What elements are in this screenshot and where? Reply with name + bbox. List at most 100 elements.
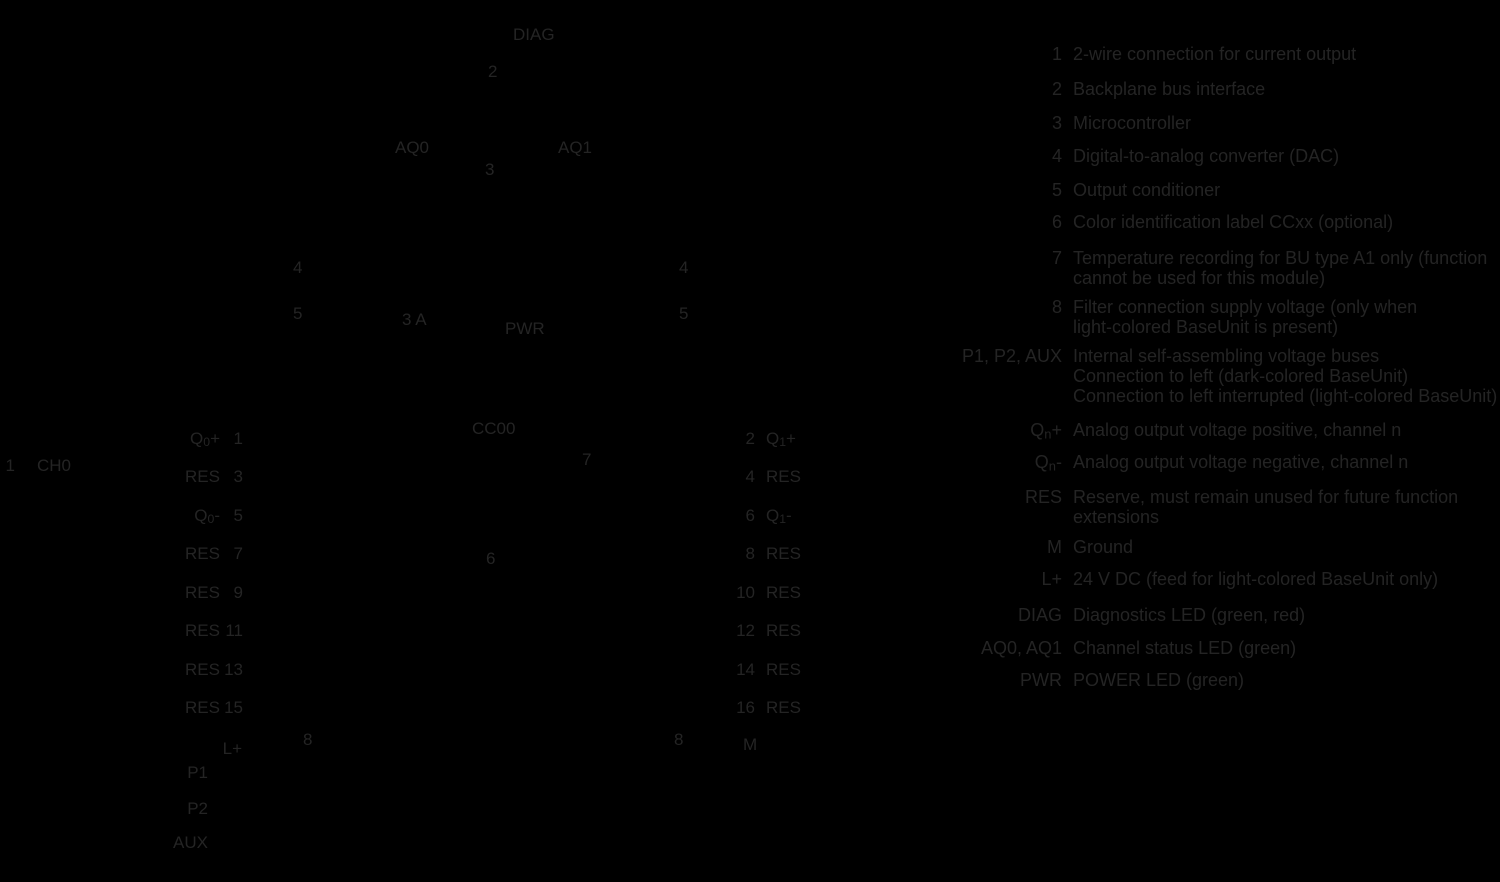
aq0-led-label: AQ0 <box>395 138 429 158</box>
diag-led-label: DIAG <box>513 25 555 45</box>
text-run: 8 <box>1051 297 1062 317</box>
legend-term-0: 1 <box>1052 44 1062 64</box>
text-run: RES <box>185 544 220 563</box>
pin-label-right-4: RES <box>766 467 801 487</box>
text-run: - <box>1056 452 1062 472</box>
text-run: + <box>1051 420 1062 440</box>
pin-label-right-12: RES <box>766 621 801 641</box>
text-run: 1 <box>233 429 243 448</box>
pin-label-right-2: Q1+ <box>766 429 796 449</box>
pin-label-left-15: RES <box>185 698 220 718</box>
text-run: 6 <box>745 506 755 525</box>
pin-label-left-13: RES <box>185 660 220 680</box>
legend-desc-13: 24 V DC (feed for light-colored BaseUnit… <box>1073 569 1439 589</box>
text-run: 7 <box>1051 248 1062 268</box>
legend-term-14: DIAG <box>1018 605 1062 625</box>
text-run: Q <box>766 429 780 448</box>
text-run: 2 <box>745 429 755 448</box>
legend-term-8: P1, P2, AUX <box>962 346 1062 366</box>
text-run: 14 <box>736 660 755 679</box>
legend-term-11: RES <box>1025 487 1062 507</box>
legend-term-1: 2 <box>1052 79 1062 99</box>
legend-term-9: Qn+ <box>1030 420 1062 440</box>
legend-term-10: Qn- <box>1035 452 1062 472</box>
legend-term-7: 8 <box>1052 297 1062 317</box>
text-run: 4 <box>1051 146 1062 166</box>
text-run: AQ1 <box>558 138 593 157</box>
legend-term-13: L+ <box>1041 569 1062 589</box>
subscript: 1 <box>779 512 787 527</box>
text-run: 13 <box>224 660 243 679</box>
callout-8-left: 8 <box>303 730 312 750</box>
fuse-rating-label: 3 A <box>402 310 427 330</box>
legend-desc-5: Color identification label CCxx (optiona… <box>1073 212 1394 232</box>
legend-desc-1: Backplane bus interface <box>1073 79 1266 99</box>
text-run: RES <box>766 544 801 563</box>
legend-desc-16: POWER LED (green) <box>1073 670 1245 690</box>
text-run: RES <box>185 583 220 602</box>
callout-3: 3 <box>485 160 494 180</box>
callout-4-left: 4 <box>293 258 302 278</box>
text-run: DIAG <box>1017 605 1062 625</box>
text-run: 3 <box>233 467 243 486</box>
text-run: 11 <box>225 621 243 640</box>
pin-number-right-6: 6 <box>746 506 755 526</box>
m-terminal-label: M <box>743 735 757 755</box>
text-run: RES <box>766 621 801 640</box>
text-run: P1, P2, AUX <box>961 346 1062 366</box>
text-run: L+ <box>222 739 242 758</box>
legend-desc-7: Filter connection supply voltage (only w… <box>1073 297 1418 337</box>
text-run: 3 <box>1051 113 1062 133</box>
text-run: 5 <box>293 304 303 323</box>
text-run: M <box>743 735 758 754</box>
text-run: Q <box>1030 420 1045 440</box>
cc00-label: CC00 <box>472 419 515 439</box>
legend-term-16: PWR <box>1020 670 1062 690</box>
pin-label-right-8: RES <box>766 544 801 564</box>
pin-number-left-7: 7 <box>234 544 243 564</box>
callout-2: 2 <box>488 62 497 82</box>
text-run: 2 <box>488 62 498 81</box>
legend-term-15: AQ0, AQ1 <box>981 638 1062 658</box>
pin-number-left-11: 11 <box>225 621 243 641</box>
text-run: RES <box>1024 487 1062 507</box>
pin-label-left-5: Q0- <box>194 506 220 526</box>
pin-label-left-7: RES <box>185 544 220 564</box>
legend-desc-0: 2-wire connection for current output <box>1073 44 1357 64</box>
pin-number-left-1: 1 <box>234 429 243 449</box>
text-run: 5 <box>1051 180 1062 200</box>
legend-desc-11: Reserve, must remain unused for future f… <box>1073 487 1459 527</box>
p1-bus-label: P1 <box>187 763 208 783</box>
text-run: 9 <box>233 583 243 602</box>
text-run: AQ0, AQ1 <box>980 638 1062 658</box>
text-run: 10 <box>736 583 755 602</box>
pin-label-left-11: RES <box>185 621 220 641</box>
aux-bus-label: AUX <box>173 833 208 853</box>
text-run: 5 <box>679 304 689 323</box>
pin-label-left-9: RES <box>185 583 220 603</box>
text-run: Q <box>1034 452 1049 472</box>
text-run: 8 <box>303 730 313 749</box>
legend-desc-6: Temperature recording for BU type A1 onl… <box>1073 248 1488 288</box>
text-run: 8 <box>674 730 684 749</box>
legend-desc-2: Microcontroller <box>1073 113 1192 133</box>
legend-term-6: 7 <box>1052 248 1062 268</box>
text-run: DIAG <box>513 25 555 44</box>
text-run: 4 <box>293 258 303 277</box>
text-run: 3 <box>485 160 495 179</box>
text-run: Q <box>766 506 780 525</box>
pin-number-right-2: 2 <box>746 429 755 449</box>
pin-number-right-4: 4 <box>746 467 755 487</box>
text-run: RES <box>185 698 220 717</box>
legend-desc-10: Analog output voltage negative, channel … <box>1073 452 1409 472</box>
text-run: RES <box>766 583 801 602</box>
pin-label-right-16: RES <box>766 698 801 718</box>
text-run: AUX <box>173 833 208 852</box>
text-run: RES <box>766 698 801 717</box>
legend-desc-14: Diagnostics LED (green, red) <box>1073 605 1306 625</box>
callout-1: 1 <box>6 456 15 476</box>
callout-8-right: 8 <box>674 730 683 750</box>
legend-term-5: 6 <box>1052 212 1062 232</box>
text-run: 4 <box>679 258 689 277</box>
text-run: RES <box>185 467 220 486</box>
